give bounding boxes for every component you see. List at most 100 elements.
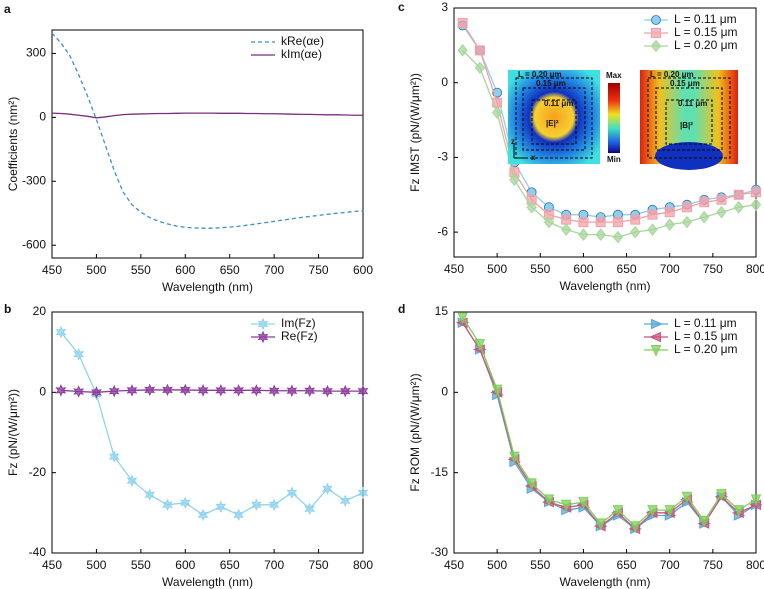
x-tick-label: 700 [264,263,284,277]
marker [144,488,156,502]
x-tick-label: 650 [617,558,637,572]
marker [664,207,675,218]
marker [595,217,606,228]
marker [716,489,727,501]
panel-label: d [398,302,405,316]
x-tick-label: 450 [444,558,464,572]
x-tick-label: 700 [660,558,680,572]
x-tick-label: 600 [175,263,195,277]
x-tick-label: 650 [617,262,637,276]
y-tick-label: 15 [435,304,449,318]
plot-frame [51,311,364,554]
marker [647,223,658,236]
x-tick-label: 750 [309,558,329,572]
y-tick-label: 0 [39,110,46,124]
y-tick-label: 0 [441,75,448,89]
series-line [60,331,364,516]
y-tick-label: -30 [431,545,449,559]
y-axis-label: Fz ROM (pN/(W/μm²)) [408,373,422,491]
marker [91,386,102,399]
marker [578,497,589,509]
y-axis-label: Fz (pN/(W/μm²)) [6,389,20,476]
x-tick-label: 450 [42,558,62,572]
marker [357,486,369,500]
marker [630,225,641,239]
marker [179,496,191,510]
marker [73,347,85,361]
x-tick-label: 650 [220,558,240,572]
marker [73,385,85,398]
marker [681,491,693,504]
x-tick-label: 600 [353,263,373,277]
marker [649,331,661,343]
inset-label: 0.15 μm [536,79,566,88]
x-tick-label: 800 [746,262,764,276]
x-tick-label: 800 [746,558,764,572]
x-tick-label: 450 [42,263,62,277]
marker [233,384,245,397]
inset-label: 0.11 μm [678,99,707,108]
inset-label: |E|² [546,119,559,128]
marker [55,384,67,397]
marker [215,500,227,514]
x-tick-label: 750 [703,262,723,276]
series-line [51,112,363,119]
inset-label: L = 0.20 μm [650,70,694,79]
marker [612,230,624,244]
colorbar-label: Min [607,155,621,164]
y-axis-label: Coefficients (nm²) [6,97,20,191]
box-outline [647,77,731,159]
y-tick-label: -600 [22,237,46,251]
panel-label: a [4,2,11,16]
legend-label: L = 0.15 μm [674,25,738,39]
marker [716,205,727,219]
legend-label: L = 0.20 μm [674,38,738,52]
marker [322,482,333,495]
marker [197,508,209,522]
marker [509,173,520,187]
marker [474,45,485,56]
marker [286,384,298,397]
marker [215,384,227,397]
y-tick-label: -300 [22,173,46,187]
marker [457,312,468,325]
series-line [60,389,363,393]
y-tick-label: 0 [39,385,46,399]
marker [250,498,262,512]
marker [457,17,468,28]
marker [612,217,623,228]
marker [197,384,209,397]
inset-label: L = 0.20 μm [518,70,562,79]
marker [733,200,744,214]
legend-label: L = 0.11 μm [674,316,737,330]
x-tick-label: 500 [487,262,507,276]
x-axis-label: Wavelength (nm) [162,280,253,294]
marker [509,451,520,464]
panel-label: b [4,302,11,316]
colorbar-label: Max [606,71,622,80]
x-tick-label: 700 [264,558,284,572]
marker [699,197,710,208]
legend-label: Re(Fz) [281,329,318,343]
x-axis-label: Wavelength (nm) [560,279,651,293]
series-line [51,32,364,229]
x-tick-label: 650 [220,263,240,277]
x-tick-label: 750 [703,558,723,572]
y-tick-label: -20 [29,465,47,479]
y-axis-label: Fz IMST (pN/(W/μm²)) [408,73,422,192]
marker [304,502,316,516]
inset-label: 0.11 μm [544,99,573,108]
marker [491,384,503,397]
plot-frame [453,311,757,554]
marker [664,218,675,231]
x-tick-label: 700 [660,262,680,276]
legend-label: L = 0.15 μm [674,329,738,343]
marker [126,474,138,487]
x-tick-label: 450 [444,262,464,276]
inset-field-maps: L = 0.20 μm 0.15 μm 0.11 μm |E|² z x Max… [508,70,738,170]
marker [108,450,120,463]
marker [268,384,280,397]
box-outline [515,77,593,159]
marker [561,223,572,236]
